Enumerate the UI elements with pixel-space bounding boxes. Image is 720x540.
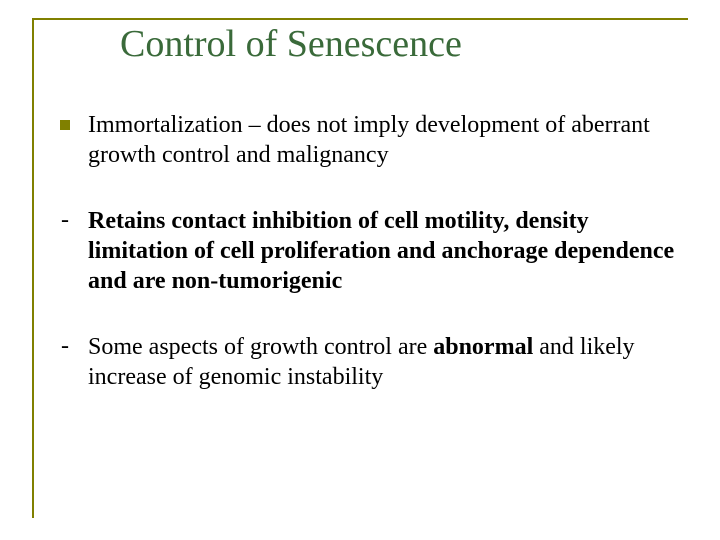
bullet-text: Some aspects of growth control are abnor…	[88, 332, 680, 392]
bullet-item: - Retains contact inhibition of cell mot…	[60, 206, 680, 296]
bullet-item: - Some aspects of growth control are abn…	[60, 332, 680, 392]
text-run: Some aspects of growth control are	[88, 334, 433, 360]
bullet-text: Immortalization – does not imply develop…	[88, 110, 680, 170]
text-run: abnormal	[433, 334, 533, 360]
text-run: Immortalization – does not imply develop…	[88, 112, 650, 168]
slide-title: Control of Senescence	[120, 22, 640, 66]
bullet-text: Retains contact inhibition of cell motil…	[88, 206, 680, 296]
bullet-item: Immortalization – does not imply develop…	[60, 110, 680, 170]
slide-body: Immortalization – does not imply develop…	[60, 110, 680, 428]
square-bullet-icon	[60, 120, 70, 130]
text-run: Retains contact inhibition of cell motil…	[88, 208, 674, 294]
slide: Control of Senescence Immortalization – …	[0, 0, 720, 540]
frame-left-border	[32, 18, 34, 518]
dash-bullet-icon: -	[60, 332, 70, 361]
frame-top-border	[32, 18, 688, 20]
dash-bullet-icon: -	[60, 206, 70, 235]
